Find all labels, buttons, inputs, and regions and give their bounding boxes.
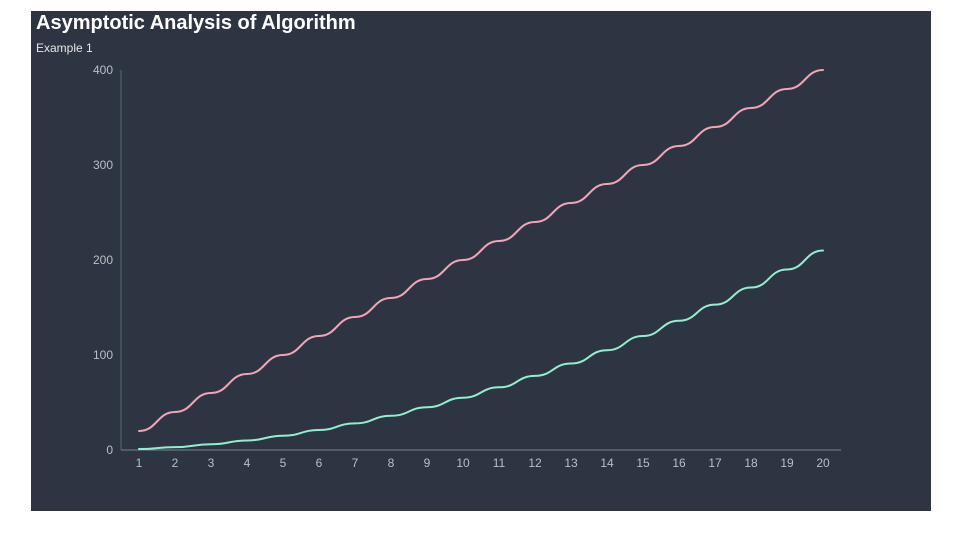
x-axis: 1 2 3 4 5 6 7 8 9 10 11 12 13 14 15 16 17 18 19 20 bbox=[121, 449, 841, 470]
x-tick-label: 2 bbox=[172, 456, 179, 470]
x-tick-label: 8 bbox=[388, 456, 395, 470]
x-tick-label: 17 bbox=[708, 456, 722, 470]
series-lines bbox=[138, 69, 824, 451]
chart-panel: 0 100 200 300 400 1 2 3 4 5 6 7 8 9 10 11 12 13 14 15 16 17 1… bbox=[31, 11, 931, 511]
x-tick-label: 3 bbox=[208, 456, 215, 470]
chart-subtitle: Example 1 bbox=[36, 41, 93, 55]
y-tick-label: 100 bbox=[93, 348, 113, 362]
x-tick-label: 10 bbox=[456, 456, 470, 470]
chart-title: Asymptotic Analysis of Algorithm bbox=[36, 12, 356, 34]
y-tick-label: 0 bbox=[106, 443, 113, 457]
y-tick-label: 400 bbox=[93, 63, 113, 77]
x-tick-label: 6 bbox=[316, 456, 323, 470]
x-tick-label: 4 bbox=[244, 456, 251, 470]
x-tick-label: 1 bbox=[136, 456, 143, 470]
x-tick-label: 16 bbox=[672, 456, 686, 470]
x-tick-label: 18 bbox=[744, 456, 758, 470]
y-tick-label: 300 bbox=[93, 158, 113, 172]
x-tick-label: 20 bbox=[816, 456, 830, 470]
series-line-2 bbox=[138, 249, 824, 451]
x-tick-label: 11 bbox=[493, 456, 506, 470]
y-axis: 0 100 200 300 400 bbox=[93, 63, 122, 457]
x-tick-label: 5 bbox=[280, 456, 287, 470]
x-tick-label: 14 bbox=[600, 456, 614, 470]
x-tick-label: 9 bbox=[424, 456, 431, 470]
x-tick-label: 13 bbox=[564, 456, 578, 470]
series-line-1 bbox=[138, 69, 824, 432]
x-tick-label: 7 bbox=[352, 456, 359, 470]
x-tick-label: 15 bbox=[636, 456, 650, 470]
x-tick-label: 12 bbox=[528, 456, 542, 470]
x-tick-label: 19 bbox=[780, 456, 794, 470]
y-tick-label: 200 bbox=[93, 253, 113, 267]
